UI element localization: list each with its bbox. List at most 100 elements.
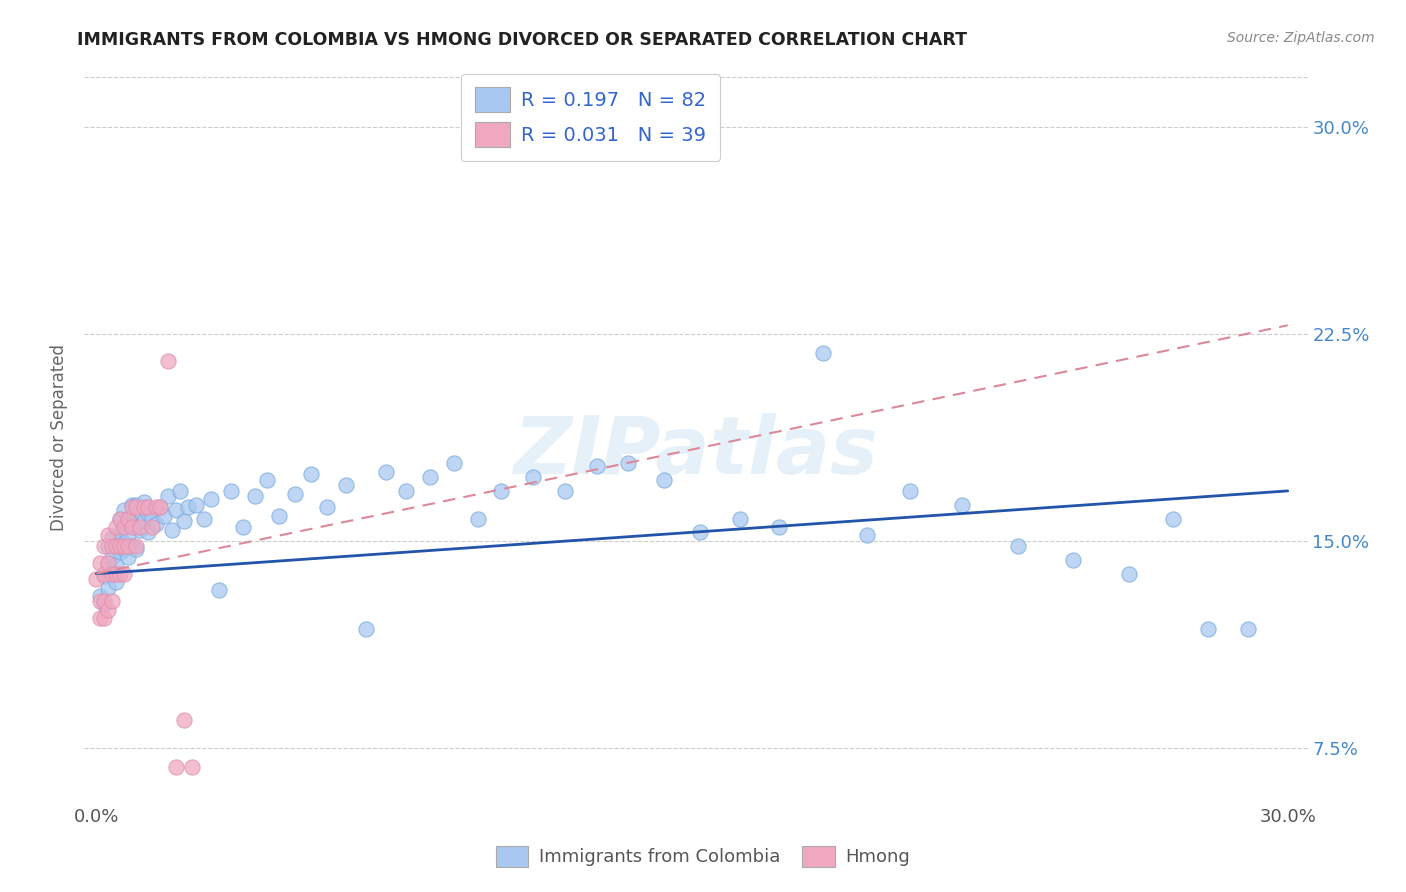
Point [184, 498, 207, 512]
Point [129, 523, 152, 537]
Point [105, 539, 128, 553]
Point [768, 520, 790, 534]
Point [117, 511, 139, 525]
Point [652, 473, 675, 487]
Point [900, 483, 922, 498]
Point [221, 483, 243, 498]
Point [121, 539, 143, 553]
Point [121, 516, 143, 531]
Point [136, 525, 159, 540]
Point [112, 536, 135, 550]
Point [141, 520, 163, 534]
Point [356, 622, 378, 636]
Point [335, 478, 357, 492]
Point [112, 539, 135, 553]
Y-axis label: Divorced or Separated: Divorced or Separated [51, 343, 69, 531]
Point [125, 498, 148, 512]
Point [180, 760, 202, 774]
Point [129, 520, 152, 534]
Point [585, 458, 607, 473]
Point [121, 520, 143, 534]
Point [108, 539, 131, 553]
Point [101, 566, 124, 581]
Point [132, 500, 155, 515]
Point [117, 528, 139, 542]
Point [129, 503, 152, 517]
Point [105, 520, 128, 534]
Point [467, 511, 489, 525]
Point [173, 713, 195, 727]
Point [267, 508, 290, 523]
Point [117, 550, 139, 565]
Point [97, 556, 120, 570]
Point [1237, 622, 1260, 636]
Point [105, 539, 128, 553]
Point [101, 594, 124, 608]
Point [117, 511, 139, 525]
Point [491, 483, 513, 498]
Point [108, 511, 131, 525]
Point [1197, 622, 1219, 636]
Point [208, 583, 231, 598]
Point [125, 520, 148, 534]
Point [169, 483, 191, 498]
Point [101, 531, 124, 545]
Point [243, 490, 266, 504]
Point [145, 500, 167, 515]
Point [152, 508, 174, 523]
Point [149, 500, 172, 515]
Point [101, 539, 124, 553]
Point [419, 470, 441, 484]
Point [315, 500, 337, 515]
Point [375, 465, 398, 479]
Point [125, 539, 148, 553]
Point [1007, 539, 1029, 553]
Point [89, 556, 111, 570]
Point [97, 528, 120, 542]
Point [93, 569, 115, 583]
Point [101, 566, 124, 581]
Legend: Immigrants from Colombia, Hmong: Immigrants from Colombia, Hmong [488, 838, 918, 874]
Legend: R = 0.197   N = 82, R = 0.031   N = 39: R = 0.197 N = 82, R = 0.031 N = 39 [461, 74, 720, 161]
Point [93, 566, 115, 581]
Point [173, 514, 195, 528]
Point [136, 506, 159, 520]
Point [156, 354, 179, 368]
Point [141, 511, 163, 525]
Text: IMMIGRANTS FROM COLOMBIA VS HMONG DIVORCED OR SEPARATED CORRELATION CHART: IMMIGRANTS FROM COLOMBIA VS HMONG DIVORC… [77, 31, 967, 49]
Point [105, 574, 128, 589]
Point [256, 473, 278, 487]
Point [93, 594, 115, 608]
Point [97, 602, 120, 616]
Point [156, 490, 179, 504]
Point [125, 541, 148, 556]
Point [132, 495, 155, 509]
Point [165, 503, 187, 517]
Point [84, 572, 107, 586]
Point [112, 541, 135, 556]
Point [950, 498, 973, 512]
Point [112, 520, 135, 534]
Point [689, 525, 711, 540]
Point [176, 500, 198, 515]
Point [855, 528, 877, 542]
Point [554, 483, 576, 498]
Text: ZIPatlas: ZIPatlas [513, 413, 879, 491]
Point [132, 514, 155, 528]
Point [149, 500, 172, 515]
Point [522, 470, 544, 484]
Point [112, 566, 135, 581]
Point [395, 483, 418, 498]
Point [108, 566, 131, 581]
Point [108, 544, 131, 558]
Point [117, 539, 139, 553]
Point [93, 539, 115, 553]
Point [97, 581, 120, 595]
Point [89, 589, 111, 603]
Point [101, 550, 124, 565]
Point [728, 511, 751, 525]
Point [232, 520, 254, 534]
Text: Source: ZipAtlas.com: Source: ZipAtlas.com [1227, 31, 1375, 45]
Point [284, 486, 307, 500]
Point [1118, 566, 1140, 581]
